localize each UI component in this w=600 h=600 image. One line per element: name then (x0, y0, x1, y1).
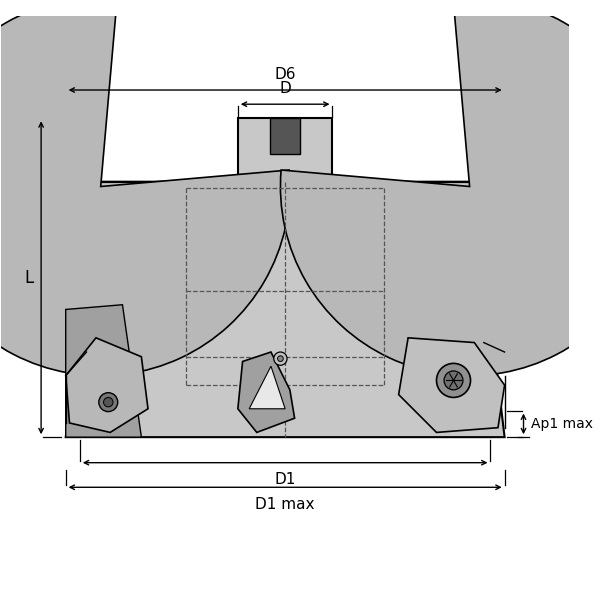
Wedge shape (280, 0, 600, 376)
Circle shape (278, 356, 283, 361)
Text: L: L (24, 269, 34, 287)
Polygon shape (270, 118, 300, 154)
Text: D: D (279, 80, 291, 95)
Polygon shape (398, 338, 505, 433)
Circle shape (274, 352, 287, 365)
Polygon shape (66, 338, 148, 433)
Polygon shape (66, 305, 142, 437)
Circle shape (104, 397, 113, 407)
Polygon shape (66, 182, 505, 437)
Text: D1 max: D1 max (256, 497, 315, 512)
Wedge shape (0, 0, 290, 376)
Text: D1: D1 (274, 472, 296, 487)
Circle shape (444, 371, 463, 390)
Polygon shape (238, 352, 295, 433)
Polygon shape (249, 366, 285, 409)
Circle shape (436, 364, 470, 397)
Polygon shape (238, 118, 332, 182)
Circle shape (99, 392, 118, 412)
Text: Ap1 max: Ap1 max (531, 417, 593, 431)
Text: D6: D6 (274, 67, 296, 82)
